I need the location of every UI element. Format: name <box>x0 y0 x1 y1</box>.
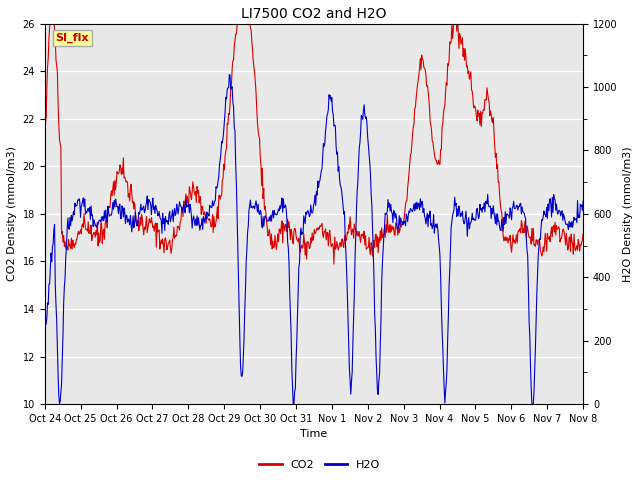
X-axis label: Time: Time <box>300 430 328 440</box>
Y-axis label: H2O Density (mmol/m3): H2O Density (mmol/m3) <box>623 146 633 282</box>
Legend: CO2, H2O: CO2, H2O <box>255 456 385 474</box>
Title: LI7500 CO2 and H2O: LI7500 CO2 and H2O <box>241 7 387 21</box>
Text: SI_flx: SI_flx <box>56 33 89 43</box>
Y-axis label: CO2 Density (mmol/m3): CO2 Density (mmol/m3) <box>7 146 17 281</box>
